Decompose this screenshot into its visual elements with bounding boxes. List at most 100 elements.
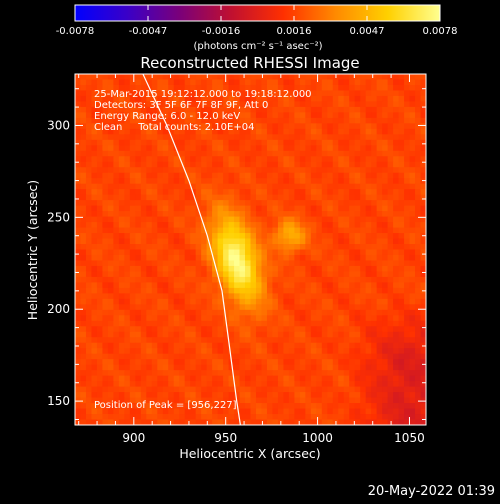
heatmap-cell [376, 315, 383, 322]
heatmap-cell [206, 178, 213, 185]
heatmap-cell [294, 408, 301, 415]
heatmap-cell [146, 123, 153, 130]
heatmap-cell [382, 189, 389, 196]
heatmap-cell [102, 112, 109, 119]
heatmap-cell [129, 211, 136, 218]
heatmap-cell [85, 238, 93, 245]
heatmap-cell [404, 326, 411, 333]
heatmap-cell [316, 167, 323, 174]
heatmap-cell [96, 315, 104, 322]
heatmap-cell [201, 331, 208, 338]
heatmap-cell [255, 326, 263, 333]
heatmap-cell [349, 106, 356, 113]
heatmap-cell [382, 128, 389, 135]
heatmap-cell [113, 287, 120, 294]
heatmap-cell [393, 216, 400, 223]
heatmap-cell [305, 381, 312, 388]
heatmap-cell [201, 309, 208, 316]
heatmap-cell [338, 304, 345, 311]
heatmap-cell [102, 304, 109, 311]
heatmap-cell [162, 260, 169, 267]
heatmap-cell [277, 128, 284, 135]
heatmap-cell [376, 326, 383, 333]
heatmap-cell [234, 222, 241, 229]
heatmap-cell [140, 145, 147, 152]
heatmap-cell [360, 342, 367, 349]
heatmap-cell [266, 222, 274, 229]
heatmap-cell [173, 364, 180, 371]
heatmap-cell [299, 194, 306, 201]
heatmap-cell [338, 183, 345, 190]
heatmap-cell [261, 271, 268, 278]
heatmap-cell [310, 238, 317, 245]
heatmap-cell [365, 271, 372, 278]
heatmap-cell [146, 200, 153, 207]
heatmap-cell [272, 353, 279, 360]
heatmap-cell [96, 320, 104, 327]
heatmap-cell [85, 194, 93, 201]
heatmap-cell [201, 84, 208, 92]
heatmap-cell [75, 156, 82, 163]
heatmap-cell [305, 216, 312, 223]
heatmap-cell [288, 265, 295, 273]
heatmap-cell [201, 282, 208, 289]
heatmap-cell [102, 249, 109, 256]
heatmap-cell [415, 79, 422, 86]
heatmap-cell [420, 172, 426, 179]
heatmap-cell [206, 359, 213, 366]
heatmap-cell [404, 112, 411, 119]
heatmap-cell [195, 249, 202, 256]
heatmap-cell [255, 139, 263, 146]
heatmap-cell [195, 370, 202, 377]
heatmap-cell [184, 304, 191, 311]
heatmap-cell [228, 397, 235, 404]
heatmap-cell [239, 315, 246, 322]
heatmap-cell [398, 315, 405, 322]
heatmap-cell [107, 128, 114, 135]
heatmap-cell [310, 90, 317, 97]
heatmap-cell [261, 249, 268, 256]
heatmap-cell [387, 331, 394, 338]
heatmap-cell [387, 128, 394, 135]
heatmap-cell [146, 106, 153, 113]
heatmap-cell [135, 117, 142, 124]
heatmap-cell [393, 309, 400, 316]
heatmap-cell [371, 167, 378, 174]
heatmap-cell [80, 101, 87, 108]
heatmap-cell [184, 90, 191, 97]
heatmap-cell [299, 381, 306, 388]
heatmap-cell [299, 249, 306, 256]
heatmap-cell [135, 90, 142, 97]
heatmap-cell [382, 331, 389, 338]
heatmap-cell [288, 189, 295, 196]
heatmap-cell [250, 145, 257, 152]
heatmap-cell [91, 156, 98, 163]
heatmap-cell [234, 183, 241, 190]
heatmap-cell [107, 408, 114, 415]
heatmap-cell [228, 90, 235, 97]
heatmap-cell [184, 200, 191, 207]
heatmap-cell [129, 194, 136, 201]
heatmap-cell [277, 200, 284, 207]
heatmap-cell [212, 348, 219, 355]
heatmap-cell [393, 183, 400, 190]
heatmap-cell [135, 233, 142, 240]
heatmap-cell [294, 353, 301, 360]
heatmap-cell [162, 364, 169, 371]
heatmap-cell [129, 419, 136, 425]
heatmap-cell [245, 106, 252, 113]
heatmap-cell [360, 320, 367, 327]
heatmap-cell [107, 293, 114, 300]
heatmap-cell [212, 161, 219, 168]
heatmap-cell [91, 172, 98, 179]
heatmap-cell [146, 128, 153, 135]
heatmap-cell [310, 342, 317, 349]
heatmap-cell [393, 101, 400, 108]
heatmap-cell [113, 128, 120, 135]
heatmap-cell [393, 74, 400, 81]
heatmap-cell [327, 189, 334, 196]
heatmap-cell [245, 222, 252, 229]
heatmap-cell [157, 183, 164, 190]
heatmap-cell [387, 386, 394, 393]
heatmap-cell [404, 161, 411, 168]
